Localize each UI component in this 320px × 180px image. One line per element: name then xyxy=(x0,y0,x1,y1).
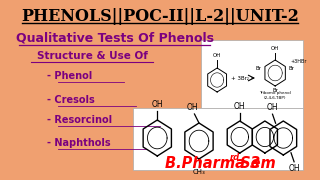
Text: B.Pharma 3: B.Pharma 3 xyxy=(164,156,260,170)
Bar xyxy=(201,40,303,108)
Text: - Phenol: - Phenol xyxy=(47,71,92,81)
Text: OH: OH xyxy=(151,100,163,109)
Text: OH: OH xyxy=(213,53,221,58)
Text: OH: OH xyxy=(271,46,279,51)
Text: OH: OH xyxy=(187,103,198,112)
Text: OH: OH xyxy=(288,164,300,173)
Text: Br: Br xyxy=(256,66,261,71)
Text: OH: OH xyxy=(234,102,245,111)
Text: Tribomo phenol: Tribomo phenol xyxy=(259,91,291,95)
Text: rd: rd xyxy=(230,154,240,163)
Text: Qualitative Tests Of Phenols: Qualitative Tests Of Phenols xyxy=(16,31,214,44)
Text: Br: Br xyxy=(272,88,278,93)
Text: PHENOLS||POC-II||L-2||UNIT-2: PHENOLS||POC-II||L-2||UNIT-2 xyxy=(21,8,299,24)
Text: CH₃: CH₃ xyxy=(193,169,205,175)
Text: Structure & Use Of: Structure & Use Of xyxy=(36,51,148,61)
Text: Sem: Sem xyxy=(235,156,276,170)
Text: - Resorcinol: - Resorcinol xyxy=(47,115,112,125)
Text: Br: Br xyxy=(289,66,295,71)
Text: - Naphthols: - Naphthols xyxy=(47,138,110,148)
Text: OH: OH xyxy=(267,103,278,112)
Text: +3HBr: +3HBr xyxy=(291,58,307,64)
Text: (2,4,6-TBP): (2,4,6-TBP) xyxy=(264,96,286,100)
Bar xyxy=(133,108,303,170)
Text: - Cresols: - Cresols xyxy=(47,95,94,105)
Text: + 3Br₂: + 3Br₂ xyxy=(231,75,249,80)
